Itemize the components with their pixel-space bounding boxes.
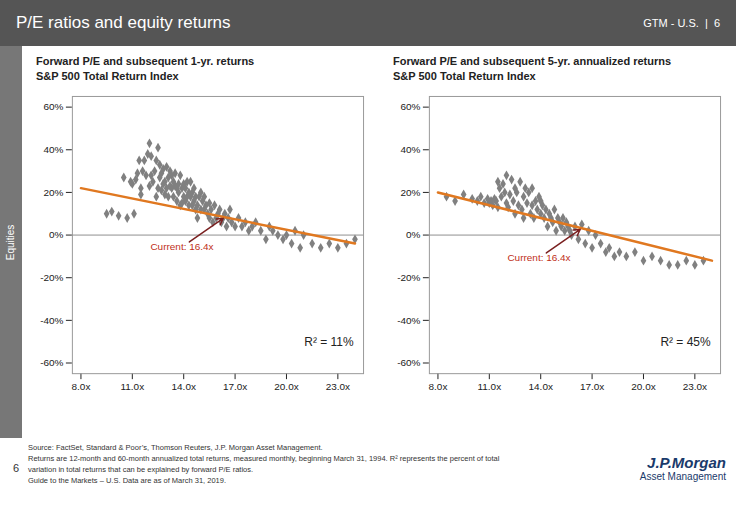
svg-text:R² = 45%: R² = 45%: [660, 335, 711, 349]
html-text:P/E ratios and equity returns: P/E ratios and equity returns: [16, 13, 231, 32]
svg-text:14.0x: 14.0x: [529, 381, 553, 392]
html-text:S&P 500 Total Return Index: S&P 500 Total Return Index: [393, 70, 536, 82]
svg-text:17.0x: 17.0x: [580, 381, 604, 392]
svg-text:8.0x: 8.0x: [72, 381, 91, 392]
html-text:Source: FactSet, Standard & Po: Source: FactSet, Standard & Poor’s, Thom…: [28, 443, 500, 485]
svg-text:23.0x: 23.0x: [683, 381, 707, 392]
svg-text:-20%: -20%: [40, 272, 63, 283]
svg-text:Current: 16.4x: Current: 16.4x: [507, 252, 570, 263]
html-text:Forward P/E and subsequent 5-y: Forward P/E and subsequent 5-yr. annuali…: [393, 55, 672, 67]
svg-text:-20%: -20%: [397, 272, 420, 283]
svg-text:60%: 60%: [43, 101, 63, 112]
svg-text:-60%: -60%: [40, 357, 63, 368]
svg-text:20%: 20%: [43, 187, 63, 198]
svg-text:8.0x: 8.0x: [429, 381, 448, 392]
svg-text:23.0x: 23.0x: [326, 381, 350, 392]
svg-text:60%: 60%: [400, 101, 420, 112]
svg-text:11.0x: 11.0x: [477, 381, 501, 392]
html-text:S&P 500 Total Return Index: S&P 500 Total Return Index: [36, 70, 179, 82]
html-text:J.P.Morgan: J.P.Morgan: [647, 454, 726, 471]
svg-text:-40%: -40%: [397, 315, 420, 326]
svg-text:11.0x: 11.0x: [120, 381, 144, 392]
svg-text:R² = 11%: R² = 11%: [304, 335, 354, 349]
svg-text:17.0x: 17.0x: [223, 381, 247, 392]
svg-text:20.0x: 20.0x: [274, 381, 298, 392]
svg-text:Current: 16.4x: Current: 16.4x: [150, 241, 213, 252]
html-text:Equities: Equities: [5, 224, 17, 260]
html-text:6: 6: [12, 462, 20, 474]
html-text:GTM - U.S. | 6: GTM - U.S. | 6: [643, 17, 720, 29]
svg-text:40%: 40%: [43, 144, 63, 155]
svg-text:-40%: -40%: [40, 315, 63, 326]
svg-text:0%: 0%: [49, 229, 64, 240]
svg-text:14.0x: 14.0x: [172, 381, 196, 392]
svg-text:0%: 0%: [406, 229, 421, 240]
html-text:Forward P/E and subsequent 1-y: Forward P/E and subsequent 1-yr. returns: [36, 55, 255, 67]
svg-text:20%: 20%: [400, 187, 420, 198]
svg-text:40%: 40%: [400, 144, 420, 155]
html-text:Asset Management: Asset Management: [639, 471, 726, 482]
svg-text:-60%: -60%: [397, 357, 420, 368]
svg-text:20.0x: 20.0x: [631, 381, 655, 392]
